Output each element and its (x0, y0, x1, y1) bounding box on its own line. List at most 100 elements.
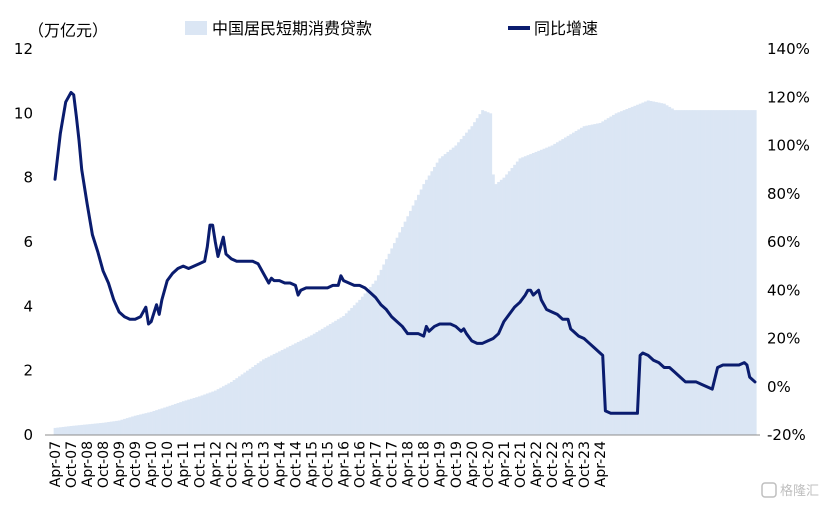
consumer-loan-bar (716, 110, 720, 436)
right-y-tick-label: 80% (767, 185, 800, 203)
consumer-loan-bar (649, 101, 653, 435)
consumer-loan-bar (467, 129, 471, 436)
consumer-loan-bar (352, 305, 356, 435)
x-tick-label: Apr-16 (337, 441, 353, 487)
consumer-loan-bar (729, 110, 733, 436)
consumer-loan-bar (131, 416, 135, 435)
consumer-loan-bar (310, 335, 314, 435)
consumer-loan-bar (238, 376, 241, 435)
right-y-axis-ticks: -20% 0% 20% 40% 60% 80% 100% 120% 140% (767, 40, 810, 444)
consumer-loan-bar (515, 161, 519, 435)
consumer-loan-bar (368, 287, 372, 435)
x-tick-label: Oct-07 (64, 441, 80, 488)
legend: 中国居民短期消费贷款 同比增速 (185, 19, 598, 38)
consumer-loan-bar (443, 154, 447, 435)
consumer-loan-bar (318, 330, 322, 435)
consumer-loan-bar (686, 110, 690, 436)
consumer-loan-bar (692, 110, 696, 436)
x-tick-label: Oct-18 (417, 441, 433, 488)
consumer-loan-bar (283, 348, 287, 435)
consumer-loan-bar (529, 154, 533, 435)
consumer-loan-bar (107, 422, 111, 435)
consumer-loan-bar (294, 343, 298, 435)
consumer-loan-bar (486, 112, 490, 435)
left-y-tick-label: 10 (14, 104, 33, 122)
consumer-loan-bar (219, 387, 223, 435)
consumer-loan-bar (355, 302, 359, 435)
consumer-loan-bar (347, 310, 351, 435)
consumer-loan-bar (446, 151, 450, 435)
consumer-loan-bar (593, 124, 597, 435)
consumer-loan-bar (256, 363, 260, 435)
consumer-loan-bar (598, 122, 602, 435)
legend-line-label: 同比增速 (534, 19, 598, 38)
consumer-loan-bar (590, 124, 594, 435)
x-tick-label: Apr-15 (305, 441, 321, 487)
consumer-loan-bar (427, 175, 431, 435)
x-tick-label: Oct-20 (481, 441, 497, 488)
consumer-loan-bar (499, 179, 503, 435)
consumer-loan-bar (563, 137, 567, 435)
consumer-loan-bar (115, 420, 119, 435)
consumer-loan-bar (80, 424, 84, 435)
consumer-loan-bar (366, 290, 370, 435)
x-tick-label: Apr-14 (272, 441, 288, 487)
x-tick-label: Apr-23 (561, 441, 577, 487)
consumer-loan-bar (197, 396, 201, 435)
consumer-loan-bar (566, 135, 570, 435)
consumer-loan-bar (601, 121, 605, 436)
consumer-loan-bar (104, 422, 108, 435)
consumer-loan-bar (101, 422, 105, 435)
consumer-loan-bar (449, 149, 453, 436)
consumer-loan-bar (93, 423, 97, 435)
consumer-loan-bar (312, 333, 316, 435)
consumer-loan-bar (77, 425, 81, 435)
right-y-tick-label: 140% (767, 40, 810, 58)
consumer-loan-bar (136, 415, 140, 435)
consumer-loan-bar (662, 103, 666, 436)
consumer-loan-bar (189, 398, 193, 435)
consumer-loan-bar (168, 405, 172, 435)
left-y-tick-label: 2 (23, 362, 33, 380)
watermark-icon (761, 482, 777, 498)
consumer-loan-bar (700, 110, 704, 436)
consumer-loan-bar (61, 426, 65, 435)
consumer-loan-bar (625, 109, 629, 435)
consumer-loan-bar (75, 425, 79, 435)
consumer-loan-bar (654, 102, 658, 435)
consumer-loan-bar (617, 112, 621, 435)
consumer-loan-bar (243, 372, 247, 435)
consumer-loan-bar (419, 189, 423, 435)
consumer-loan-bar (753, 110, 757, 436)
consumer-loan-bar (395, 237, 399, 435)
consumer-loan-bar (291, 344, 295, 435)
consumer-loan-bar (323, 327, 327, 435)
consumer-loan-bar (184, 400, 188, 435)
consumer-loan-bar (441, 156, 445, 435)
consumer-loan-bar (606, 118, 610, 435)
consumer-loan-bar (609, 116, 613, 436)
consumer-loan-bar (713, 110, 717, 436)
left-axis-unit-label: （万亿元） (28, 21, 108, 40)
consumer-loan-bar (117, 420, 121, 435)
consumer-loan-bar (254, 365, 258, 435)
consumer-loan-bar (668, 106, 672, 436)
consumer-loan-bar (465, 132, 469, 435)
consumer-loan-bar (539, 149, 543, 436)
x-tick-label: Apr-19 (433, 441, 449, 487)
left-y-tick-label: 8 (23, 169, 33, 187)
consumer-loan-bar (187, 399, 191, 435)
consumer-loan-bar (280, 350, 284, 435)
consumer-loan-bar (561, 139, 565, 435)
consumer-loan-bar (200, 395, 204, 435)
x-tick-label: Oct-13 (256, 441, 272, 488)
x-tick-label: Apr-21 (497, 441, 513, 487)
consumer-loan-bar (507, 171, 511, 436)
consumer-loan-bar (371, 283, 375, 435)
consumer-loan-bar (571, 132, 575, 435)
consumer-loan-bar (435, 162, 439, 435)
consumer-loan-bar (628, 107, 632, 435)
x-tick-label: Apr-13 (240, 441, 256, 487)
x-tick-label: Oct-23 (577, 441, 593, 488)
consumer-loan-bar (513, 164, 517, 436)
